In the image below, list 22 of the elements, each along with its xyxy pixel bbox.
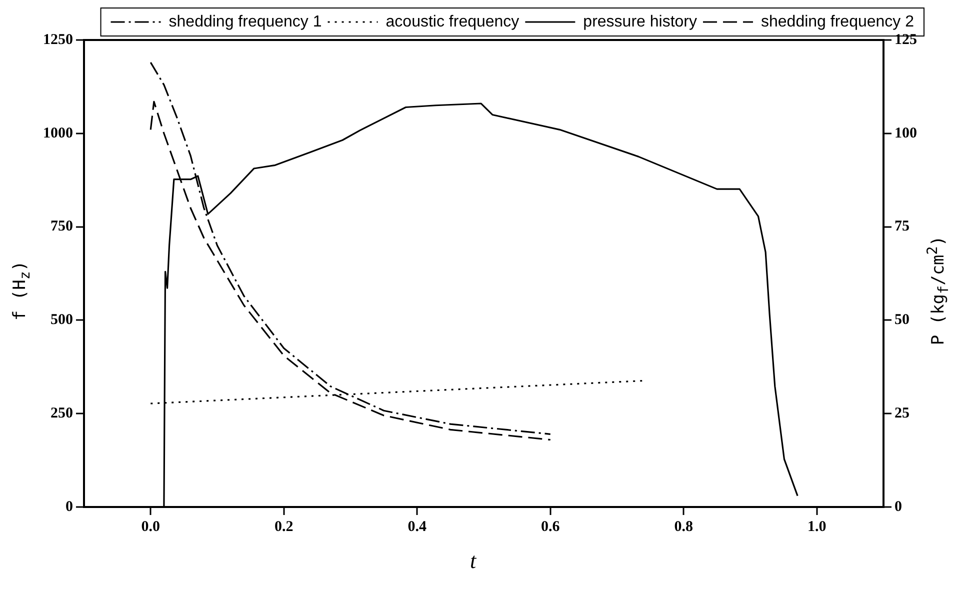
y-tick-label: 1250 <box>43 32 73 48</box>
y-tick-label: 0 <box>66 498 73 515</box>
legend-label: shedding frequency 2 <box>761 13 914 30</box>
y2-tick-label: 25 <box>894 405 910 422</box>
legend-label: acoustic frequency <box>386 13 520 30</box>
y2-tick-label: 50 <box>894 312 910 328</box>
x-tick-label: 0.6 <box>541 518 560 535</box>
x-tick-label: 0.2 <box>274 518 294 535</box>
y-tick-label: 250 <box>50 405 73 422</box>
legend-label: pressure history <box>583 13 698 30</box>
y2-tick-label: 75 <box>894 218 910 235</box>
x-axis-title: t <box>470 548 476 574</box>
y2-tick-label: 0 <box>894 498 902 515</box>
x-tick-label: 0.8 <box>674 518 693 535</box>
legend-label: shedding frequency 1 <box>168 13 322 30</box>
y-tick-label: 500 <box>50 312 73 328</box>
x-tick-label: 0.4 <box>408 518 427 535</box>
x-tick-label: 0.0 <box>141 518 160 535</box>
y2-tick-label: 100 <box>894 125 917 142</box>
y-tick-label: 750 <box>50 218 73 235</box>
x-tick-label: 1.0 <box>808 518 826 535</box>
y-tick-label: 1000 <box>43 125 73 142</box>
